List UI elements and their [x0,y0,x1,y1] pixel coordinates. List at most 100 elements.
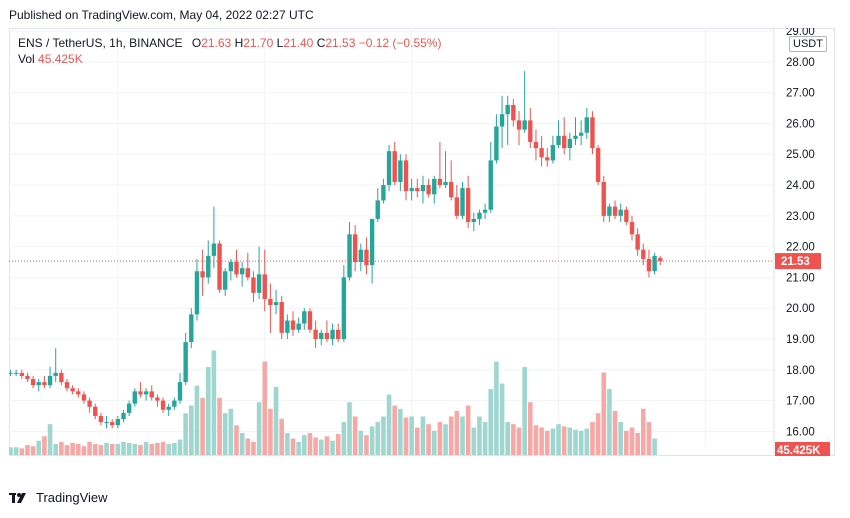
candle-body [228,262,234,272]
candle-body [624,209,629,222]
candle-body [482,209,488,213]
candle-body [352,234,358,263]
candle-body [313,329,318,339]
volume-bar [126,442,132,455]
candle-body [635,234,640,250]
volume-bar [550,428,556,455]
volume-bar [330,440,335,455]
volume-bar [324,436,330,455]
candle-body [223,271,228,290]
footer-branding[interactable]: TradingView [9,490,108,505]
candle-body [36,382,41,386]
volume-bar [533,425,539,455]
open-label: O [191,36,202,50]
candle-body [217,243,222,290]
volume-bar [561,426,567,455]
currency-unit-button[interactable]: USDT [789,36,827,52]
volume-bar [641,408,646,455]
candle-body [460,188,465,216]
volume-bar [612,411,618,455]
volume-bar [618,422,623,455]
volume-bar [375,422,381,455]
high-label: H [234,36,244,50]
candle-body [443,181,448,186]
candle-body [369,218,375,266]
volume-bar [607,389,612,455]
candle-body [110,422,115,426]
candle-body [556,135,561,146]
candle-body [87,400,92,407]
candle-body [115,419,121,426]
y-tick-label: 16.00 [786,426,815,438]
candle-body [290,320,296,330]
candle-body [93,406,98,416]
candle-body [273,302,279,306]
candle-body [155,397,160,401]
last-price-label: 21.53 [781,256,810,268]
candle-body [629,221,635,235]
candle-body [488,160,493,210]
y-tick-label: 19.00 [786,334,815,346]
volume-bar [364,435,369,455]
volume-bar [584,428,590,455]
volume-label: Vol [18,52,35,66]
candle-body [251,277,256,293]
candle-body [612,206,618,216]
volume-bar [189,405,194,455]
y-tick-label: 29.00 [786,28,815,38]
volume-bar [454,411,460,455]
volume-bar [624,430,629,455]
candle-body [19,372,24,376]
candle-body [160,400,166,410]
candle-body [324,332,330,339]
volume-bar [595,413,601,455]
volume-bar [635,433,640,455]
y-tick-label: 25.00 [786,149,815,161]
volume-bar [443,424,448,455]
candle-body [81,394,87,401]
volume-bar [494,361,499,455]
candle-body [398,160,403,182]
volume-bar [268,408,273,455]
last-volume-label: 45.425K [777,445,821,456]
volume-bar [403,417,409,455]
candle-body [420,185,426,192]
candle-body [98,415,104,423]
symbol-legend: ENS / TetherUS, 1h, BINANCE O21.63 H21.7… [18,35,441,51]
candle-body [206,255,211,278]
candle-body [646,258,652,272]
volume-bar [109,444,115,455]
candle-body [126,403,132,413]
volume-bar [64,445,70,455]
volume-bar [200,397,205,455]
candle-body [364,249,369,266]
volume-bar [217,397,222,455]
volume-bar [335,434,341,455]
volume-bar [194,385,200,455]
volume-bar [239,433,245,455]
candle-body [409,188,414,192]
candle-body [121,412,126,420]
candle-body [499,114,505,127]
candle-body [268,298,273,306]
candle-body [562,135,567,149]
volume-bar [143,441,149,455]
candle-body [279,302,284,333]
volume-bar [448,416,454,455]
volume-bar [358,430,364,455]
low-label: L [276,36,284,50]
volume-bar [426,424,431,455]
y-tick-label: 20.00 [786,303,815,315]
candle-body [189,314,194,343]
candle-body [76,391,81,395]
volume-bar [279,418,284,455]
volume-bar [160,441,166,455]
volume-bar [573,429,578,455]
candlestick-chart[interactable]: 16.00 17.00 18.00 19.00 20.00 21.00 22.00 23.00… [9,28,835,456]
candle-body [426,185,431,195]
volume-bar [121,441,126,455]
volume-bar [601,372,607,455]
volume-bar [211,350,217,455]
candle-body [607,206,612,216]
candle-body [143,391,149,395]
